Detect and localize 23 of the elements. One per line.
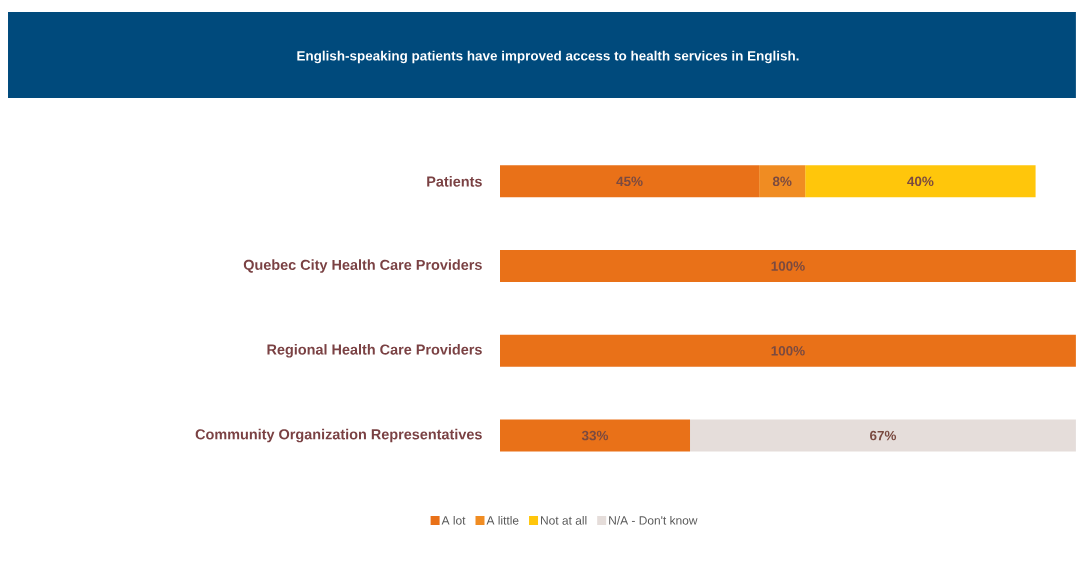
bar [690, 419, 1076, 452]
data-label: 100% [771, 261, 805, 271]
y-tick-label: Regional Health Care Providers [267, 344, 482, 358]
y-tick-label: Quebec City Health Care Providers [243, 259, 482, 273]
bar [805, 165, 1036, 198]
legend-label: A lot [441, 515, 466, 525]
bar [499, 165, 760, 198]
legend-label: Not at all [541, 515, 587, 525]
bar [499, 250, 1076, 283]
data-label: 100% [771, 346, 805, 356]
legend-label: N/A - Don't know [609, 515, 698, 525]
data-label: 8% [772, 176, 792, 187]
bar [759, 165, 806, 198]
y-tick-label: Community Organization Representatives [195, 428, 482, 443]
data-label: 40% [907, 176, 934, 187]
chart-title: English-speaking patients have improved access to health services in English. [297, 50, 799, 64]
bar [499, 419, 691, 452]
y-tick-label: Patients [427, 176, 482, 187]
data-label: 45% [616, 176, 643, 187]
legend-label: A little [486, 515, 519, 525]
bar [499, 334, 1076, 367]
data-label: 33% [581, 430, 609, 441]
data-label: 67% [870, 430, 897, 441]
